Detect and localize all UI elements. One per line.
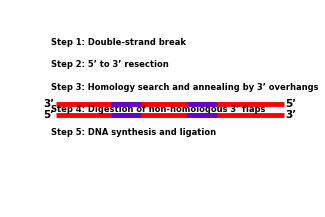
Text: 5’: 5’ (285, 99, 296, 109)
Text: Step 5: DNA synthesis and ligation: Step 5: DNA synthesis and ligation (51, 128, 216, 137)
Text: Step 3: Homology search and annealing by 3’ overhangs: Step 3: Homology search and annealing by… (51, 83, 318, 92)
Text: 3’: 3’ (285, 110, 296, 120)
Text: 3’: 3’ (43, 99, 55, 109)
Text: Step 2: 5’ to 3’ resection: Step 2: 5’ to 3’ resection (51, 60, 168, 69)
Text: Step 4: Digestion of non-homologous 3’ flaps: Step 4: Digestion of non-homologous 3’ f… (51, 105, 265, 114)
Text: Step 1: Double-strand break: Step 1: Double-strand break (51, 38, 186, 47)
Text: 5’: 5’ (43, 110, 55, 120)
